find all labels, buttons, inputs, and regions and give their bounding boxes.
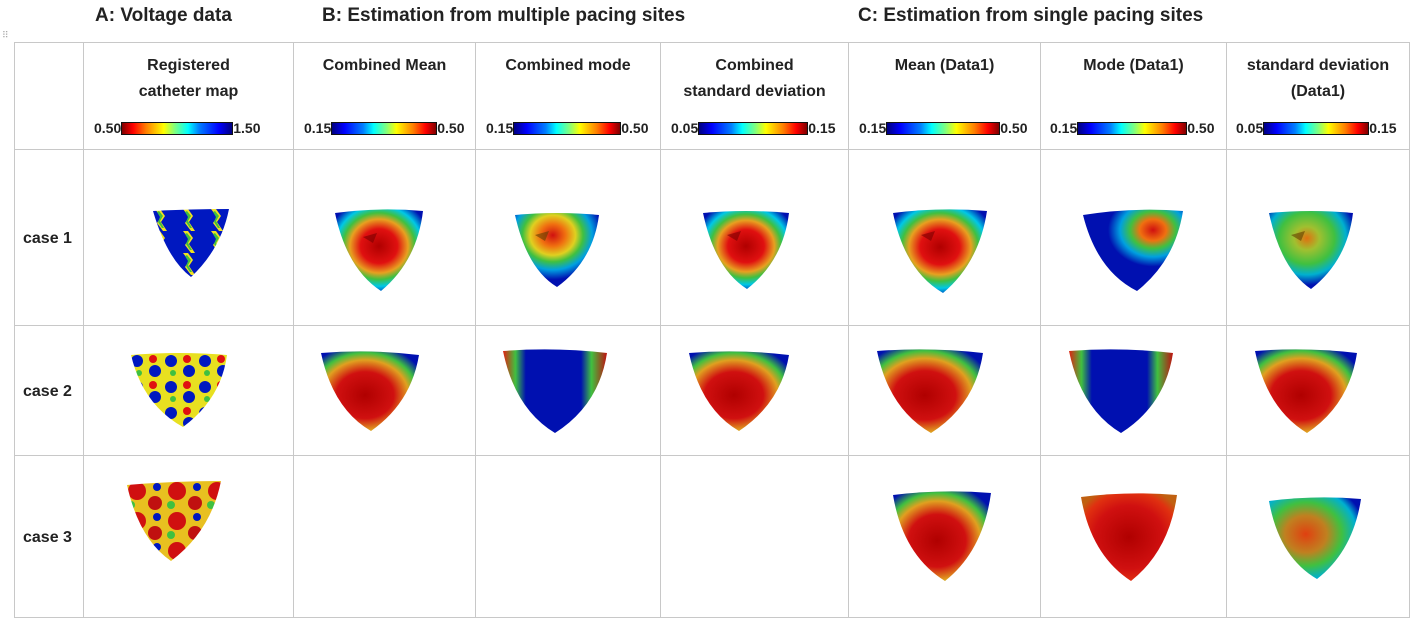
column-title-line: Combined [715, 57, 794, 74]
grid-line [1040, 43, 1041, 617]
section-title-single-pacing: C: Estimation from single pacing sites [858, 5, 1204, 26]
color-scale-combined-mode: 0.15 0.50 [486, 120, 649, 136]
column-title-line: Mode (Data1) [1083, 57, 1184, 74]
scale-max-label: 0.50 [621, 120, 649, 136]
grid-line [1226, 43, 1227, 617]
scale-min-label: 0.50 [94, 120, 122, 136]
heart-map-case2-combined-mode [501, 349, 609, 435]
column-header-combined-mode: Combined mode [476, 53, 660, 79]
color-scale-sd-data1: 0.05 0.15 [1236, 120, 1397, 136]
column-header-mean-data1: Mean (Data1) [849, 53, 1040, 79]
colorbar [698, 121, 809, 135]
heart-map-case1-mean-data1 [891, 209, 989, 295]
grid-line [15, 325, 1409, 326]
heart-map-case1-mode-data1 [1081, 209, 1185, 293]
scale-min-label: 0.15 [1050, 120, 1078, 136]
grid-line [83, 43, 84, 617]
column-title-line: standard deviation [1246, 57, 1390, 74]
scale-max-label: 0.50 [1000, 120, 1028, 136]
grid-line [660, 43, 661, 617]
colorbar [1263, 121, 1370, 135]
heart-map-case2-catheter [129, 353, 229, 429]
section-title-voltage-data: A: Voltage data [95, 5, 232, 26]
column-title-line: (Data1) [1290, 83, 1346, 100]
scale-min-label: 0.15 [859, 120, 887, 136]
column-title-line: Combined Mean [322, 57, 447, 74]
results-table: Registered catheter map Combined Mean Co… [14, 42, 1410, 618]
column-title-line: Registered [147, 57, 230, 74]
heart-map-case1-combined-mode [513, 213, 601, 289]
scale-max-label: 0.15 [808, 120, 836, 136]
grid-line [15, 455, 1409, 456]
heart-map-case3-sd-data1 [1267, 497, 1363, 581]
column-header-combined-mean: Combined Mean [294, 53, 475, 79]
grid-line [293, 43, 294, 617]
colorbar [331, 121, 438, 135]
column-header-catheter-map: Registered catheter map [84, 53, 293, 105]
column-title-line: Mean (Data1) [894, 57, 995, 74]
column-title-line: Combined mode [505, 57, 631, 74]
scale-max-label: 0.50 [1187, 120, 1215, 136]
scale-min-label: 0.05 [1236, 120, 1264, 136]
scale-min-label: 0.15 [304, 120, 332, 136]
section-title-multiple-pacing: B: Estimation from multiple pacing sites [322, 5, 686, 26]
column-header-combined-sd: Combined standard deviation [661, 53, 848, 105]
scale-min-label: 0.15 [486, 120, 514, 136]
row-label-case-2: case 2 [23, 383, 72, 400]
colorbar [1077, 121, 1188, 135]
column-header-sd-data1: standard deviation (Data1) [1227, 53, 1409, 105]
drag-handle-icon[interactable]: ⠿ [2, 30, 9, 40]
heart-map-case1-combined-mean [333, 209, 425, 293]
heart-map-case2-sd-data1 [1253, 349, 1359, 435]
scale-max-label: 0.50 [437, 120, 465, 136]
heart-map-case3-mean-data1 [891, 491, 993, 583]
row-label-case-3: case 3 [23, 529, 72, 546]
row-label-case-1: case 1 [23, 230, 72, 247]
heart-map-case1-combined-sd [701, 211, 791, 291]
heart-map-case2-combined-mean [319, 351, 421, 433]
color-scale-combined-mean: 0.15 0.50 [304, 120, 465, 136]
scale-max-label: 1.50 [233, 120, 261, 136]
color-scale-mean-data1: 0.15 0.50 [859, 120, 1028, 136]
column-title-line: standard deviation [683, 83, 826, 100]
heart-map-case2-mode-data1 [1067, 349, 1175, 435]
colorbar [886, 121, 1001, 135]
grid-line [475, 43, 476, 617]
grid-line [15, 149, 1409, 150]
heart-map-case2-mean-data1 [875, 349, 985, 435]
colorbar [513, 121, 622, 135]
heart-map-case2-combined-sd [687, 351, 791, 433]
scale-max-label: 0.15 [1369, 120, 1397, 136]
color-scale-catheter-map: 0.50 1.50 [94, 120, 261, 136]
heart-map-case1-sd-data1 [1267, 211, 1355, 291]
column-header-mode-data1: Mode (Data1) [1041, 53, 1226, 79]
heart-map-case3-catheter [125, 481, 223, 563]
heart-map-case3-mode-data1 [1079, 493, 1179, 583]
heart-map-case1-catheter [151, 209, 231, 279]
color-scale-mode-data1: 0.15 0.50 [1050, 120, 1215, 136]
color-scale-combined-sd: 0.05 0.15 [671, 120, 836, 136]
scale-min-label: 0.05 [671, 120, 699, 136]
grid-line [848, 43, 849, 617]
colorbar [121, 121, 234, 135]
column-title-line: catheter map [138, 83, 239, 100]
